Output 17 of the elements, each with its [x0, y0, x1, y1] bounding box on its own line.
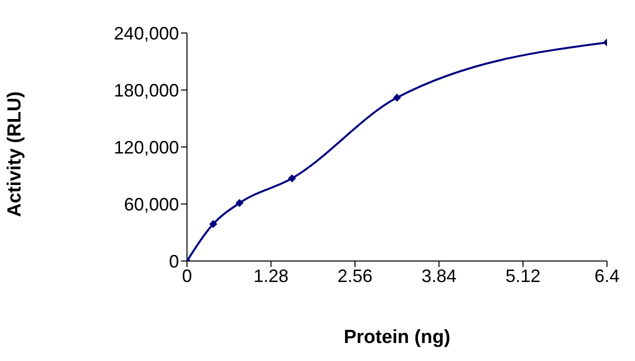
y-tick-label: 120,000	[114, 137, 179, 158]
x-axis-title: Protein (ng)	[344, 327, 450, 348]
y-tick-label: 240,000	[114, 23, 179, 44]
point	[209, 220, 218, 228]
x-tick-label: 5.12	[505, 266, 541, 286]
point	[288, 174, 296, 182]
y-axis-title: Activity (RLU)	[4, 91, 26, 217]
y-tick-label: 0	[168, 251, 179, 272]
x-tick-label: 3.84	[421, 266, 457, 286]
y-tick-label: 180,000	[114, 80, 179, 100]
x-tick-label: 1.28	[253, 266, 289, 286]
y-tick-label: 60,000	[124, 194, 179, 214]
x-tick-label: 6.4	[594, 266, 620, 286]
point	[236, 199, 244, 208]
x-tick-label: 2.56	[337, 266, 373, 286]
point	[393, 94, 401, 102]
x-tick-label: 0	[182, 266, 192, 286]
